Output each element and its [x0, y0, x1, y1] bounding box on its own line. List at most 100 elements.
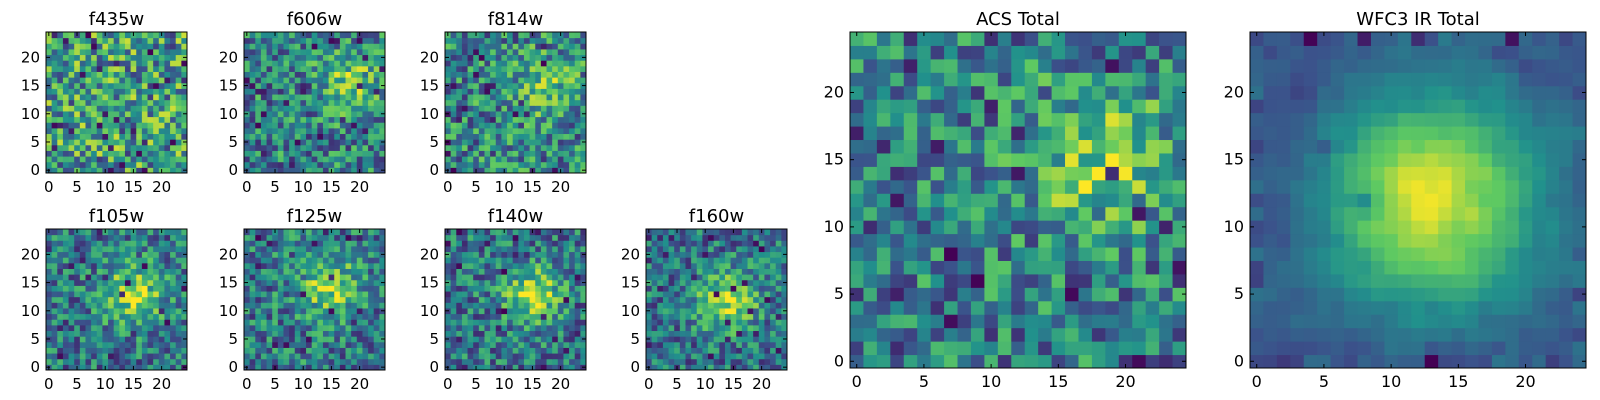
heatmap-cell — [317, 122, 324, 129]
heatmap-cell — [46, 94, 53, 101]
heatmap-cell — [91, 161, 98, 168]
heatmap-cell — [79, 313, 86, 320]
heatmap-cell — [147, 71, 154, 78]
heatmap-cell — [181, 313, 188, 320]
heatmap-cell — [119, 37, 126, 44]
heatmap-cell — [713, 324, 720, 332]
heatmap-cell — [473, 262, 480, 269]
heatmap-cell — [569, 43, 576, 50]
heatmap-cell — [563, 307, 570, 315]
heatmap-cell — [136, 133, 143, 140]
heatmap-cell — [289, 313, 296, 320]
heatmap-cell — [147, 330, 154, 337]
heatmap-cell — [317, 240, 324, 247]
heatmap-cell — [62, 139, 70, 146]
heatmap-cell — [758, 319, 765, 326]
heatmap-cell — [518, 274, 525, 281]
heatmap-cell — [512, 105, 519, 112]
heatmap-cell — [272, 245, 279, 253]
heatmap-cell — [461, 347, 469, 354]
heatmap-cell — [79, 251, 86, 258]
heatmap-cell — [317, 54, 324, 61]
heatmap-cell — [563, 240, 570, 247]
heatmap-cell — [339, 105, 347, 112]
heatmap-cell — [334, 353, 341, 360]
heatmap-cell — [266, 296, 273, 303]
heatmap-cell — [164, 116, 171, 123]
heatmap-cell — [334, 262, 341, 269]
heatmap-cell — [518, 32, 525, 39]
heatmap-cell — [490, 364, 497, 371]
heatmap-cell — [574, 302, 581, 309]
heatmap-cell — [96, 156, 103, 163]
heatmap-cell — [368, 54, 375, 61]
heatmap-cell — [741, 262, 749, 269]
y-tick-label: 10 — [21, 105, 40, 123]
heatmap-cell — [450, 116, 457, 123]
heatmap-cell — [490, 234, 497, 241]
heatmap-cell — [569, 54, 576, 61]
heatmap-cell — [736, 307, 743, 315]
heatmap-cell — [119, 245, 126, 253]
heatmap-cell — [339, 94, 347, 101]
heatmap-cell — [467, 32, 474, 39]
heatmap-cell — [124, 94, 132, 101]
heatmap-cell — [719, 324, 726, 332]
heatmap-cell — [102, 341, 109, 348]
heatmap-cell — [91, 133, 98, 140]
heatmap-cell — [362, 54, 369, 61]
heatmap-cell — [351, 251, 358, 258]
heatmap-cell — [944, 220, 959, 235]
heatmap-cell — [775, 330, 782, 337]
heatmap-cell — [753, 279, 760, 286]
heatmap-cell — [345, 364, 352, 371]
heatmap-cell — [283, 364, 290, 371]
heatmap-cell — [546, 150, 553, 157]
heatmap-cell — [702, 240, 709, 247]
heatmap-cell — [46, 291, 53, 298]
heatmap-cell — [68, 156, 75, 163]
heatmap-cell — [456, 364, 463, 371]
heatmap-cell — [741, 229, 749, 236]
heatmap-cell — [351, 65, 358, 72]
heatmap-cell — [158, 156, 165, 163]
heatmap-cell — [1132, 273, 1147, 288]
heatmap-cell — [272, 274, 279, 281]
heatmap-cell — [79, 285, 86, 292]
heatmap-cell — [85, 150, 92, 157]
heatmap-cell — [736, 347, 743, 354]
heatmap-cell — [345, 105, 352, 112]
heatmap-cell — [96, 353, 103, 360]
heatmap-cell — [467, 127, 474, 135]
heatmap-cell — [164, 99, 171, 106]
x-tick-label: 5 — [471, 178, 481, 196]
heatmap-cell — [512, 139, 519, 146]
heatmap-cell — [57, 37, 64, 44]
heatmap-cell — [300, 307, 307, 315]
heatmap-cell — [713, 313, 720, 320]
heatmap-cell — [552, 133, 559, 140]
heatmap-cell — [108, 77, 115, 84]
heatmap-cell — [130, 245, 137, 253]
heatmap-cell — [311, 268, 318, 275]
heatmap-cell — [957, 179, 972, 194]
heatmap-cell — [113, 324, 120, 332]
heatmap-cell — [345, 319, 352, 326]
heatmap-cell — [68, 60, 75, 67]
heatmap-cell — [473, 48, 480, 56]
heatmap-cell — [702, 302, 709, 309]
heatmap-cell — [552, 156, 559, 163]
heatmap-cell — [289, 268, 296, 275]
heatmap-cell — [272, 330, 279, 337]
heatmap-cell — [311, 156, 318, 163]
heatmap-cell — [685, 240, 692, 247]
heatmap-cell — [244, 245, 251, 253]
heatmap-cell — [345, 71, 352, 78]
heatmap-cell — [557, 302, 564, 309]
heatmap-cell — [467, 341, 474, 348]
heatmap-cell — [362, 262, 369, 269]
heatmap-cell — [244, 127, 251, 135]
heatmap-cell — [552, 144, 559, 151]
heatmap-cell — [461, 156, 469, 163]
heatmap-cell — [130, 144, 137, 151]
